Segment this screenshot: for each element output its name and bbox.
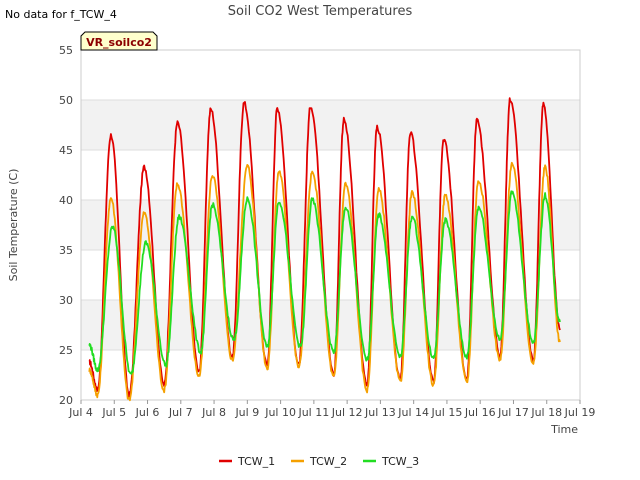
site-badge-label: VR_soilco2 bbox=[86, 36, 152, 49]
y-tick-label: 25 bbox=[59, 344, 73, 357]
x-tick-label: Jul 18 bbox=[530, 406, 562, 419]
x-tick-label: Jul 13 bbox=[364, 406, 396, 419]
x-tick-label: Jul 8 bbox=[201, 406, 226, 419]
x-tick-label: Jul 14 bbox=[397, 406, 429, 419]
plot-frame bbox=[80, 49, 581, 401]
x-axis-label: Time bbox=[550, 423, 578, 436]
x-tick-label: Jul 5 bbox=[101, 406, 126, 419]
legend-label: TCW_2 bbox=[309, 455, 347, 468]
x-tick-label: Jul 9 bbox=[234, 406, 259, 419]
site-badge: VR_soilco2 bbox=[80, 31, 158, 51]
y-tick-label: 20 bbox=[59, 394, 73, 407]
x-tick-label: Jul 11 bbox=[297, 406, 329, 419]
x-tick-label: Jul 19 bbox=[564, 406, 596, 419]
x-tick-label: Jul 10 bbox=[264, 406, 296, 419]
y-axis-label: Soil Temperature (C) bbox=[7, 169, 20, 282]
x-tick-label: Jul 6 bbox=[135, 406, 160, 419]
x-tick-label: Jul 16 bbox=[464, 406, 496, 419]
band bbox=[81, 250, 580, 300]
legend-label: TCW_1 bbox=[237, 455, 275, 468]
no-data-note: No data for f_TCW_4 bbox=[5, 8, 117, 21]
x-tick-label: Jul 17 bbox=[497, 406, 529, 419]
x-tick-labels: Jul 4 Jul 5 Jul 6 Jul 7 Jul 8 Jul 9 Jul 10 Jul … bbox=[68, 400, 595, 419]
y-tick-label: 40 bbox=[59, 194, 73, 207]
legend: TCW_1 TCW_2 TCW_3 bbox=[219, 455, 419, 468]
y-tick-label: 45 bbox=[59, 144, 73, 157]
x-tick-label: Jul 7 bbox=[168, 406, 193, 419]
x-tick-label: Jul 15 bbox=[431, 406, 463, 419]
x-tick-label: Jul 4 bbox=[68, 406, 93, 419]
series-lines bbox=[88, 97, 561, 402]
series-line-tcw-1 bbox=[88, 97, 561, 399]
band bbox=[81, 50, 580, 100]
y-tick-label: 50 bbox=[59, 94, 73, 107]
band bbox=[81, 150, 580, 200]
plot-background-bands bbox=[81, 50, 580, 400]
band bbox=[81, 100, 580, 150]
y-tick-label: 35 bbox=[59, 244, 73, 257]
x-tick-label: Jul 12 bbox=[331, 406, 363, 419]
y-tick-labels: 20 25 30 35 40 45 50 55 bbox=[59, 44, 73, 407]
legend-label: TCW_3 bbox=[381, 455, 419, 468]
chart-title: Soil CO2 West Temperatures bbox=[228, 4, 413, 19]
y-tick-label: 55 bbox=[59, 44, 73, 57]
y-tick-label: 30 bbox=[59, 294, 73, 307]
band bbox=[81, 200, 580, 250]
series-line-tcw-3 bbox=[88, 190, 561, 375]
